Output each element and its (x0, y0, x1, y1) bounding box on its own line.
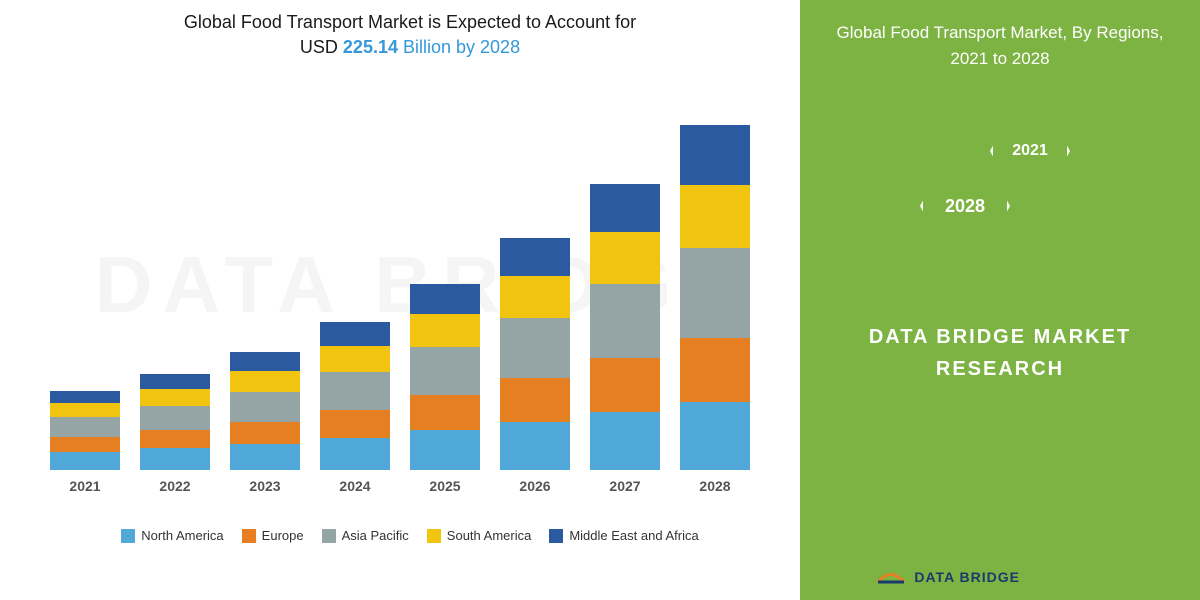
bar-segment (50, 417, 120, 437)
bar-segment (590, 358, 660, 412)
bar-segment (590, 284, 660, 358)
x-axis-label: 2027 (590, 478, 660, 494)
root-container: Global Food Transport Market is Expected… (0, 0, 1200, 600)
title-prefix: Global Food Transport Market is Expected… (184, 12, 636, 32)
bar-segment (230, 444, 300, 470)
legend-item: Middle East and Africa (549, 528, 698, 543)
bar-segment (410, 314, 480, 347)
bar-group (680, 125, 750, 470)
bar-group (140, 374, 210, 470)
legend-label: Middle East and Africa (569, 528, 698, 543)
bar-group (230, 352, 300, 470)
bar-segment (500, 378, 570, 422)
side-title: Global Food Transport Market, By Regions… (820, 20, 1180, 71)
brand-line2: RESEARCH (936, 358, 1064, 380)
bar-segment (680, 248, 750, 338)
x-axis-label: 2025 (410, 478, 480, 494)
legend-label: South America (447, 528, 532, 543)
bar-segment (50, 403, 120, 417)
legend-swatch (322, 529, 336, 543)
x-axis-labels: 2021 2022 2023 2024 2025 2026 2027 2028 (40, 470, 780, 494)
bar-segment (590, 184, 660, 232)
bar-segment (680, 185, 750, 248)
legend: North America Europe Asia Pacific South Ame… (40, 528, 780, 543)
legend-swatch (549, 529, 563, 543)
x-axis-label: 2022 (140, 478, 210, 494)
bar-segment (320, 372, 390, 410)
bar-segment (410, 395, 480, 430)
x-axis-label: 2021 (50, 478, 120, 494)
footer-logo: DATA BRIDGE (876, 562, 1020, 592)
hexagon-2028: 2028 (920, 161, 1010, 251)
bar-segment (590, 232, 660, 284)
legend-label: Asia Pacific (342, 528, 409, 543)
bar-segment (500, 276, 570, 318)
bar-segment (320, 410, 390, 438)
title-value: 225.14 (343, 37, 398, 57)
bar-segment (140, 389, 210, 406)
bar-segment (500, 238, 570, 276)
bar-segment (680, 338, 750, 402)
bar-segment (140, 406, 210, 430)
hexagon-graphic: 2028 2021 (820, 101, 1180, 281)
bar-segment (320, 438, 390, 470)
bar-group (410, 284, 480, 470)
legend-item: South America (427, 528, 532, 543)
bar-segment (50, 452, 120, 470)
side-panel: Global Food Transport Market, By Regions… (800, 0, 1200, 600)
bar-segment (230, 422, 300, 444)
title-suffix: Billion by 2028 (403, 37, 520, 57)
x-axis-label: 2028 (680, 478, 750, 494)
bar-segment (500, 318, 570, 378)
legend-item: Asia Pacific (322, 528, 409, 543)
bar-segment (410, 347, 480, 395)
legend-label: Europe (262, 528, 304, 543)
chart-title: Global Food Transport Market is Expected… (40, 10, 780, 60)
brand-name: DATA BRIDGE MARKET RESEARCH (820, 321, 1180, 385)
bar-segment (590, 412, 660, 470)
bar-segment (230, 392, 300, 422)
bar-segment (500, 422, 570, 470)
legend-swatch (121, 529, 135, 543)
bar-group (320, 322, 390, 470)
chart-panel: Global Food Transport Market is Expected… (0, 0, 800, 600)
hexagon-2021: 2021 (990, 111, 1070, 191)
bar-segment (140, 430, 210, 448)
bar-segment (50, 391, 120, 403)
bar-segment (320, 346, 390, 372)
bar-group (50, 391, 120, 470)
bar-segment (320, 322, 390, 346)
legend-swatch (242, 529, 256, 543)
legend-label: North America (141, 528, 223, 543)
bars-container (40, 70, 780, 470)
bridge-icon (876, 562, 906, 592)
bar-segment (230, 352, 300, 371)
x-axis-label: 2026 (500, 478, 570, 494)
title-currency: USD (300, 37, 338, 57)
bar-group (500, 238, 570, 470)
bar-segment (410, 284, 480, 314)
bar-segment (680, 125, 750, 185)
brand-line1: DATA BRIDGE MARKET (869, 326, 1131, 348)
bar-segment (410, 430, 480, 470)
legend-item: Europe (242, 528, 304, 543)
legend-swatch (427, 529, 441, 543)
bar-group (590, 184, 660, 470)
bar-segment (680, 402, 750, 470)
x-axis-label: 2024 (320, 478, 390, 494)
legend-item: North America (121, 528, 223, 543)
chart-area: 2021 2022 2023 2024 2025 2026 2027 2028 (40, 70, 780, 510)
bar-segment (140, 448, 210, 470)
footer-logo-text: DATA BRIDGE (914, 569, 1020, 585)
bar-segment (230, 371, 300, 392)
bar-segment (50, 437, 120, 452)
x-axis-label: 2023 (230, 478, 300, 494)
bar-segment (140, 374, 210, 389)
